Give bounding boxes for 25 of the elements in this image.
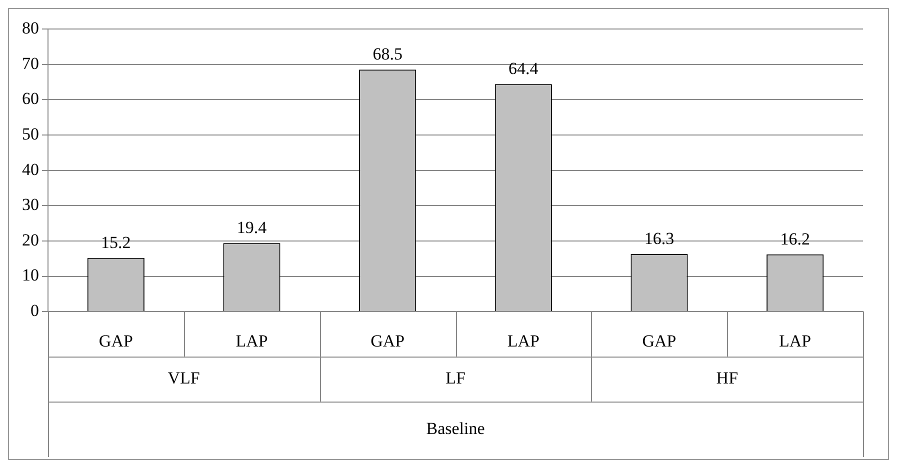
x-tick-label: LAP <box>507 331 540 350</box>
data-label: 15.2 <box>101 232 131 252</box>
x-tick-label: GAP <box>642 331 676 350</box>
y-tick-label: 40 <box>22 160 39 179</box>
y-tick-label: 30 <box>22 195 39 214</box>
data-label: 68.5 <box>372 44 402 64</box>
x-tick-label: LAP <box>779 331 812 350</box>
x-tick-label: GAP <box>98 331 133 350</box>
y-tick-label: 10 <box>22 266 39 285</box>
text: VLF <box>168 368 200 388</box>
data-label: 16.3 <box>644 228 674 248</box>
y-tick-label: 50 <box>22 124 39 144</box>
x-axis-title: Baseline <box>426 418 485 438</box>
data-label: 19.4 <box>236 218 268 238</box>
y-tick-label: 60 <box>22 89 39 108</box>
x-tick-label: GAP <box>370 331 405 350</box>
data-label: 64.4 <box>508 59 539 78</box>
y-tick-label: 70 <box>22 54 39 73</box>
text: HF <box>716 368 738 388</box>
text: LF <box>446 368 466 388</box>
data-label: 16.2 <box>780 229 810 248</box>
x-tick-label: LAP <box>236 331 268 350</box>
y-tick-label: 80 <box>22 18 39 38</box>
y-tick-label: 20 <box>22 230 39 250</box>
y-tick-label: 0 <box>30 301 39 320</box>
